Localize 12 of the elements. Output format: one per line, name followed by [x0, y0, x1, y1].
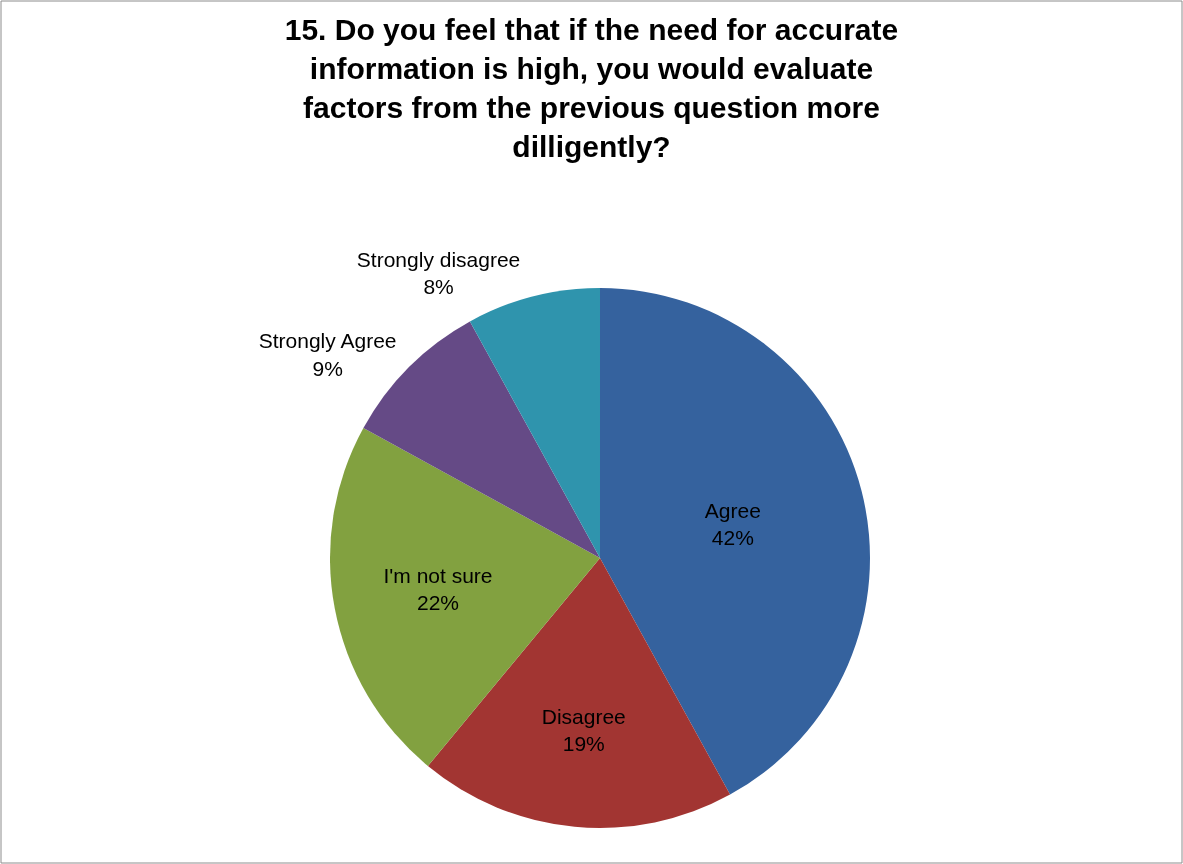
data-label: 42%: [711, 526, 754, 550]
data-label: 22%: [417, 591, 460, 615]
slice-label: Strongly Agree: [258, 329, 397, 353]
data-label: 8%: [423, 275, 454, 299]
chart-title: 15. Do you feel that if the need for accurate information is high, you would evaluate factors from the previous question more dilligently?: [284, 13, 899, 163]
data-label: 9%: [312, 356, 343, 380]
slice-label: Agree: [704, 498, 761, 522]
slice-label: Strongly disagree: [356, 247, 521, 271]
data-label: 19%: [562, 732, 605, 756]
pie-slice: [469, 288, 600, 558]
slice-label: Disagree: [541, 704, 626, 728]
slice-label: I'm not sure: [383, 563, 493, 587]
